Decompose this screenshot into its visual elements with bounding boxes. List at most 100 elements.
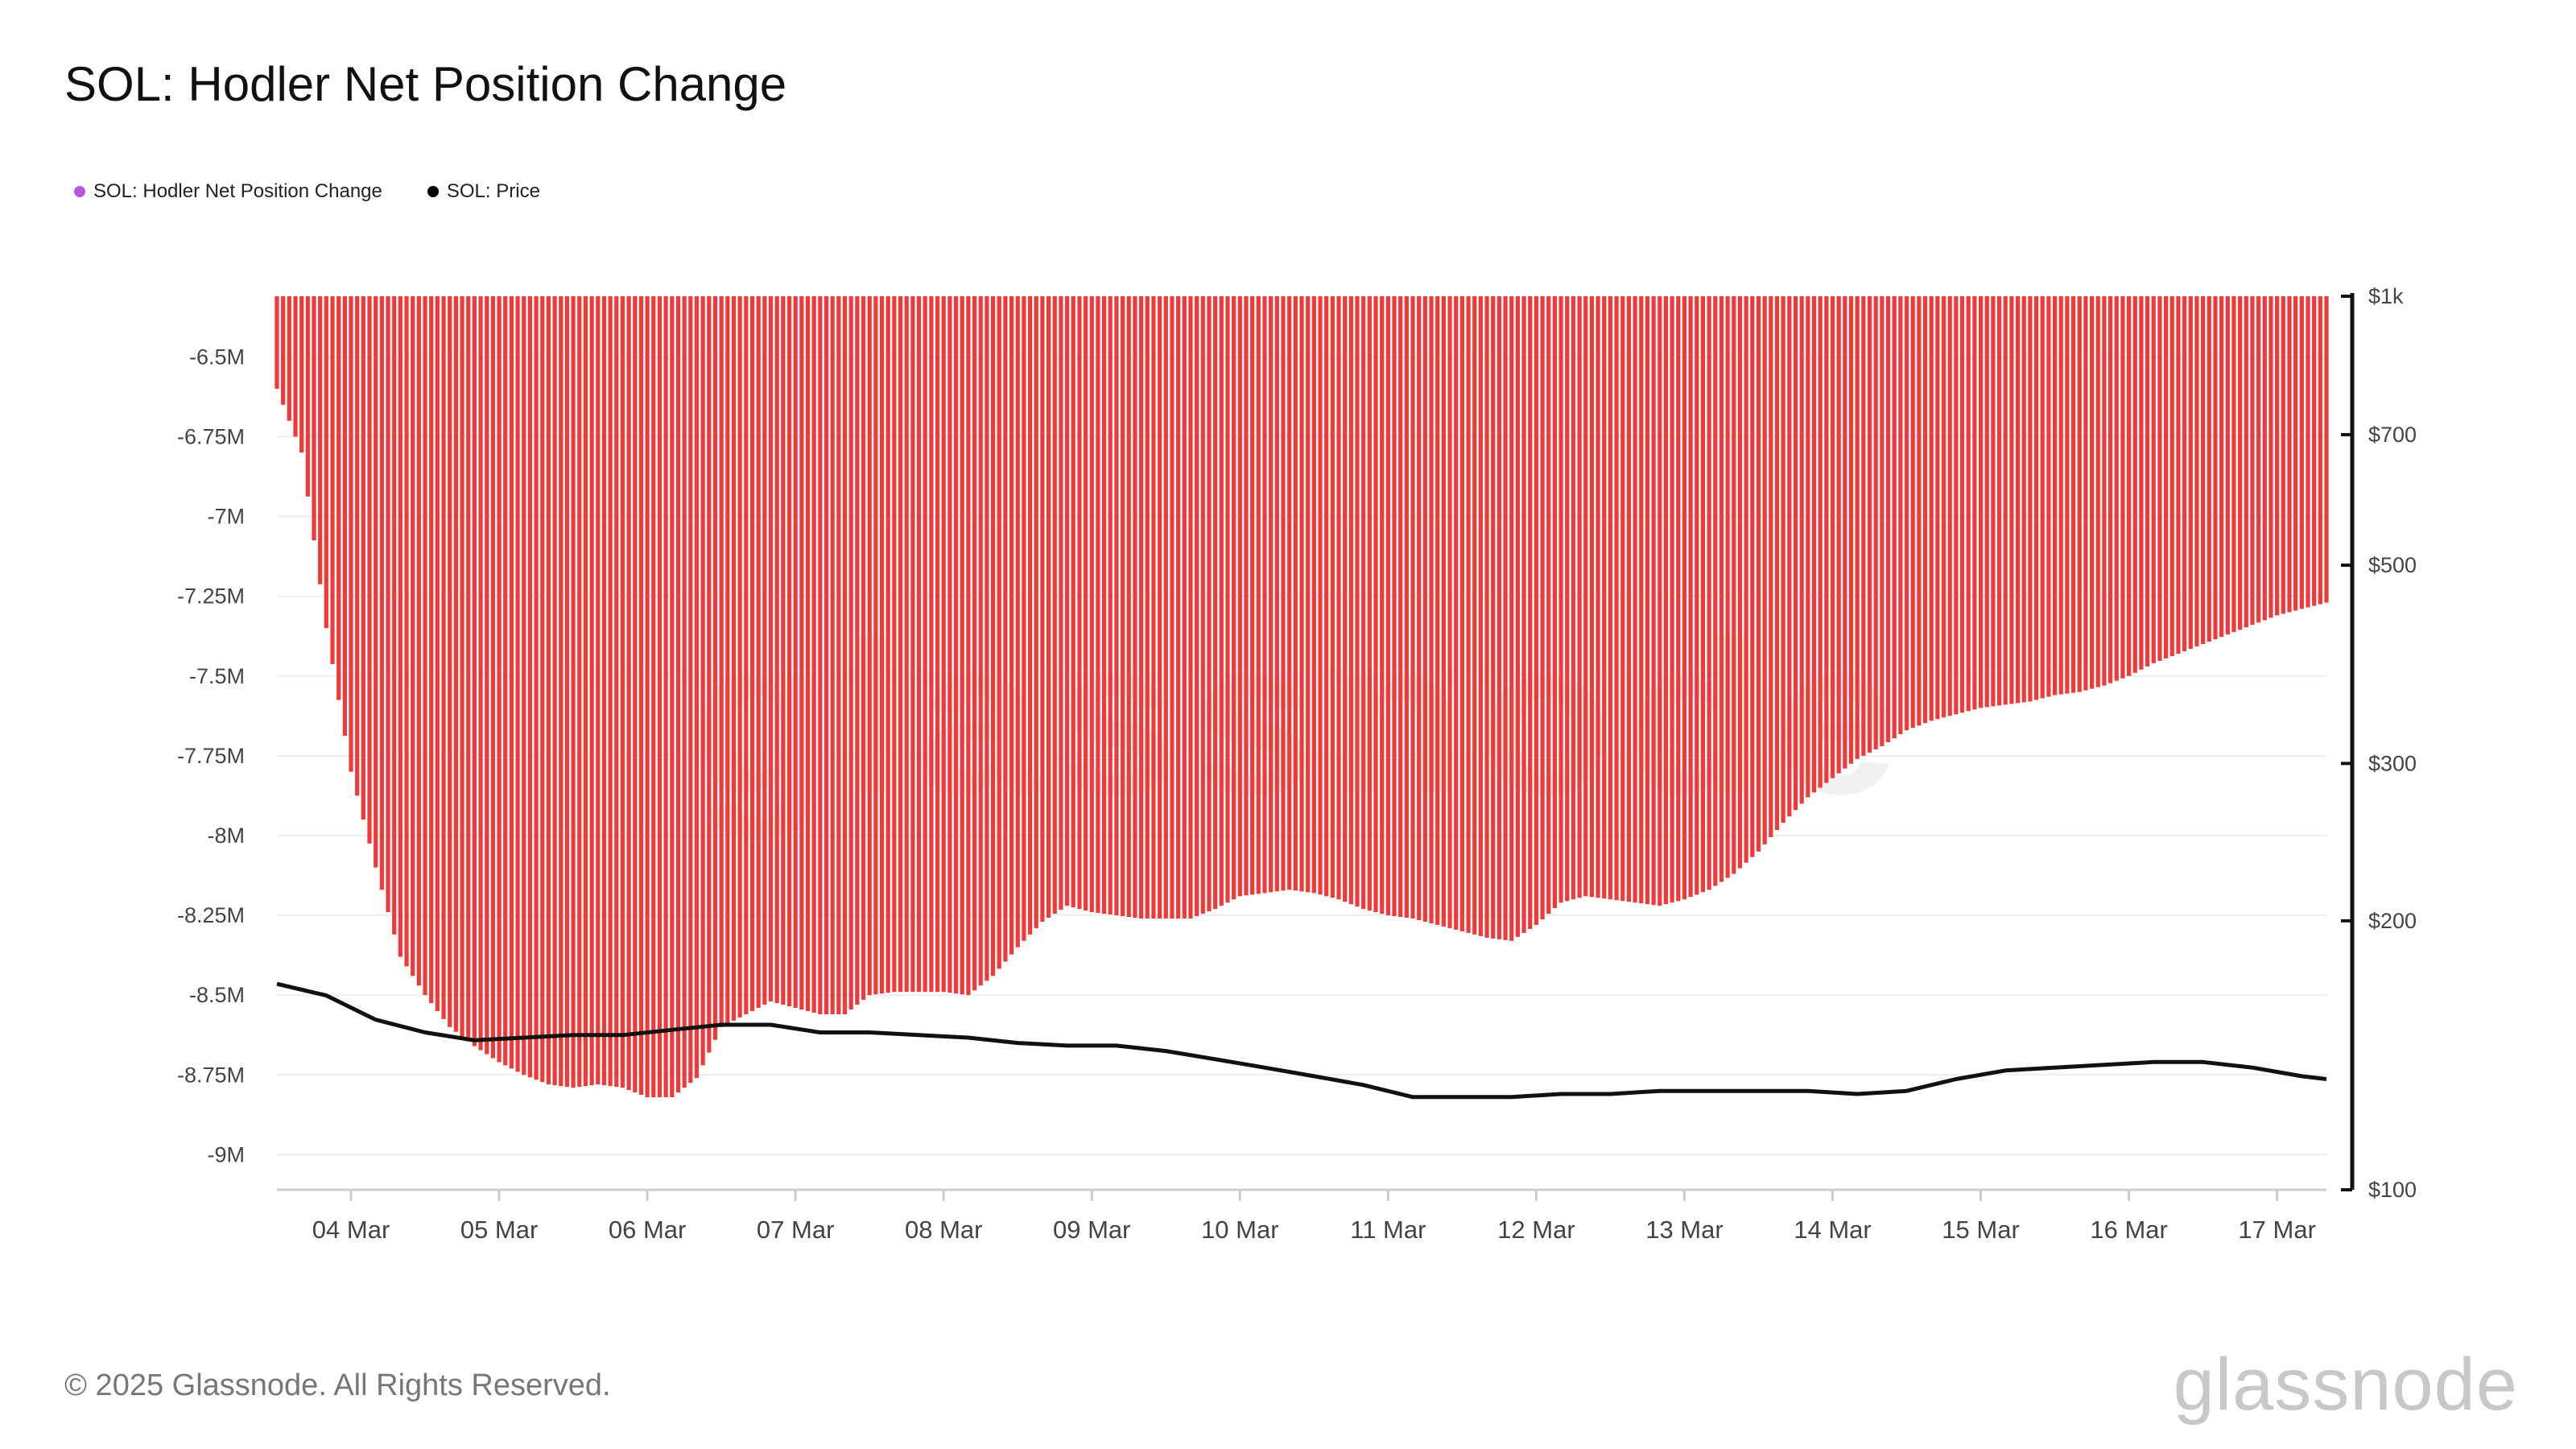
net-position-bar xyxy=(2188,296,2193,650)
net-position-bar xyxy=(2287,296,2292,613)
net-position-bar xyxy=(1596,296,1600,898)
net-position-bar xyxy=(1491,296,1496,939)
net-position-bar xyxy=(879,296,885,994)
glassnode-logo: glassnode xyxy=(2173,1344,2518,1426)
net-position-bar xyxy=(367,296,372,844)
net-position-bar xyxy=(620,296,625,1088)
net-position-bar xyxy=(2219,296,2224,638)
net-position-bar xyxy=(1503,296,1508,940)
net-position-bar xyxy=(1922,296,1928,724)
net-position-bar xyxy=(336,296,341,700)
net-position-bar xyxy=(2244,296,2248,628)
net-position-bar xyxy=(830,296,835,1014)
net-position-bar xyxy=(2052,296,2058,696)
net-position-bar xyxy=(2256,296,2261,623)
net-position-bar xyxy=(2015,296,2021,704)
net-position-bar xyxy=(1917,296,1922,726)
net-position-bar xyxy=(293,296,298,437)
net-position-bar xyxy=(978,296,983,986)
y-left-tick-label: -8M xyxy=(208,824,246,848)
net-position-bar xyxy=(1885,296,1891,743)
net-position-bar xyxy=(1195,296,1199,917)
net-position-bar xyxy=(559,296,564,1087)
y-left-tick-label: -6.5M xyxy=(189,345,245,369)
y-left-tick-label: -7M xyxy=(208,505,246,529)
net-position-bar xyxy=(2028,296,2033,702)
net-position-bar xyxy=(1188,296,1193,919)
net-position-bar xyxy=(786,296,792,1007)
y-left-tick-label: -8.75M xyxy=(177,1063,245,1087)
net-position-bar xyxy=(1096,296,1100,914)
net-position-bar xyxy=(386,296,390,913)
price-line-group xyxy=(276,981,2327,1100)
net-position-bar xyxy=(1219,296,1224,906)
net-position-bar xyxy=(1009,296,1014,955)
net-position-bar xyxy=(904,296,909,993)
chart-title: SOL: Hodler Net Position Change xyxy=(64,57,787,111)
net-position-bar xyxy=(1577,296,1582,898)
net-position-bar xyxy=(1929,296,1934,721)
net-position-bar xyxy=(645,296,650,1098)
net-position-bar xyxy=(1133,296,1137,919)
net-position-bar xyxy=(1040,296,1045,922)
net-position-bar xyxy=(1496,296,1501,939)
net-position-bar xyxy=(731,296,737,1021)
net-position-bar xyxy=(1392,296,1397,917)
net-position-bar xyxy=(1410,296,1415,919)
net-position-bar xyxy=(1232,296,1236,900)
net-position-bar xyxy=(2120,296,2125,679)
net-position-bar xyxy=(929,296,934,993)
x-tick-label: 07 Mar xyxy=(757,1216,834,1244)
net-position-bar xyxy=(342,296,347,737)
legend-label-net-position: SOL: Hodler Net Position Change xyxy=(93,180,382,202)
net-position-bar xyxy=(1867,296,1872,753)
net-position-bar xyxy=(855,296,860,1005)
net-position-bar xyxy=(1614,296,1619,901)
net-position-bar xyxy=(1910,296,1915,729)
net-position-bar xyxy=(811,296,816,1013)
legend-item-price[interactable]: SOL: Price xyxy=(427,180,540,203)
net-position-bar xyxy=(601,296,607,1086)
net-position-bar xyxy=(694,296,700,1079)
net-position-bar xyxy=(1361,296,1366,910)
net-position-bar xyxy=(1139,296,1144,919)
net-position-bar xyxy=(2207,296,2211,642)
y-left-tick-label: -7.75M xyxy=(177,744,245,768)
net-position-bar xyxy=(712,296,718,1040)
net-position-bar xyxy=(966,296,971,996)
price-line xyxy=(276,981,2327,1100)
net-position-bar xyxy=(1336,296,1341,900)
net-position-bar xyxy=(1348,296,1353,905)
net-position-bar xyxy=(1546,296,1551,914)
net-position-bar xyxy=(1565,296,1570,902)
net-position-bar xyxy=(497,296,502,1063)
net-position-bar xyxy=(842,296,848,1014)
net-position-bar xyxy=(2164,296,2169,658)
net-position-bar xyxy=(1670,296,1674,903)
net-position-bar xyxy=(725,296,730,1024)
net-position-bar xyxy=(2132,296,2137,673)
net-position-bar xyxy=(1947,296,1952,716)
y-left-tick-label: -7.25M xyxy=(177,584,245,609)
net-position-bar xyxy=(1244,296,1249,896)
net-position-bar xyxy=(2299,296,2304,609)
net-position-bar xyxy=(861,296,866,1001)
net-position-bar xyxy=(638,296,644,1096)
net-position-bar xyxy=(1830,296,1835,778)
net-position-bar xyxy=(1256,296,1261,894)
net-position-bar xyxy=(1799,296,1804,804)
x-tick-label: 11 Mar xyxy=(1350,1216,1426,1244)
net-position-bar xyxy=(1064,296,1070,906)
net-position-bar xyxy=(1459,296,1464,931)
net-position-bar xyxy=(1676,296,1681,902)
net-position-bar xyxy=(379,296,384,890)
net-position-bar xyxy=(1793,296,1798,811)
net-position-bar xyxy=(707,296,712,1053)
net-position-bar xyxy=(2065,296,2070,694)
net-position-bar xyxy=(1954,296,1959,715)
net-position-bar xyxy=(657,296,663,1098)
net-position-bar xyxy=(1484,296,1489,938)
net-position-bar xyxy=(1046,296,1051,919)
net-position-bar xyxy=(2157,296,2162,661)
legend-item-net-position[interactable]: SOL: Hodler Net Position Change xyxy=(74,180,382,203)
